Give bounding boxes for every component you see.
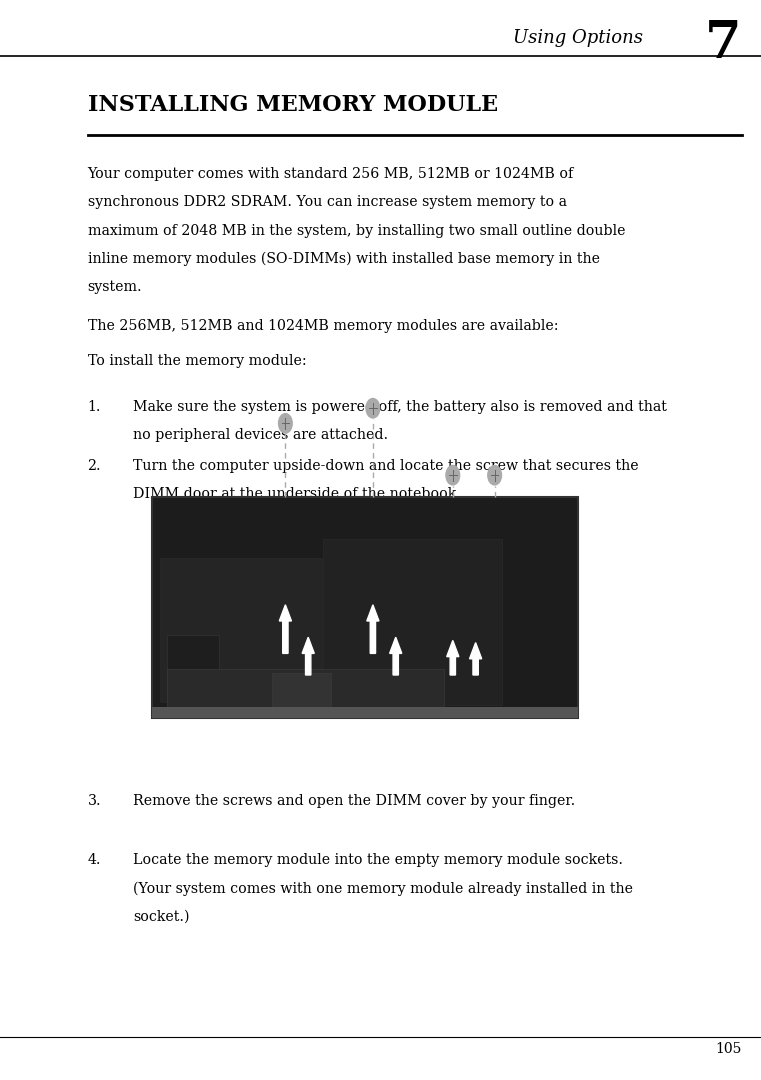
Text: Using Options: Using Options xyxy=(513,29,643,46)
Text: system.: system. xyxy=(88,280,142,294)
FancyArrow shape xyxy=(390,637,402,675)
Text: 7: 7 xyxy=(705,17,742,69)
Text: Turn the computer upside-down and locate the screw that secures the: Turn the computer upside-down and locate… xyxy=(133,459,638,473)
Bar xyxy=(272,673,331,713)
Text: maximum of 2048 MB in the system, by installing two small outline double: maximum of 2048 MB in the system, by ins… xyxy=(88,224,625,238)
Text: Your computer comes with standard 256 MB, 512MB or 1024MB of: Your computer comes with standard 256 MB… xyxy=(88,167,574,181)
Bar xyxy=(152,707,578,718)
Text: Make sure the system is powered off, the battery also is removed and that: Make sure the system is powered off, the… xyxy=(133,400,667,414)
Bar xyxy=(160,558,322,702)
Bar xyxy=(167,635,218,697)
FancyArrow shape xyxy=(470,643,482,675)
Text: 4.: 4. xyxy=(88,853,101,867)
Bar xyxy=(167,669,444,713)
Text: (Your system comes with one memory module already installed in the: (Your system comes with one memory modul… xyxy=(133,881,633,895)
Text: inline memory modules (SO-DIMMs) with installed base memory in the: inline memory modules (SO-DIMMs) with in… xyxy=(88,252,600,266)
FancyArrow shape xyxy=(447,640,459,675)
Text: INSTALLING MEMORY MODULE: INSTALLING MEMORY MODULE xyxy=(88,94,498,116)
Text: 105: 105 xyxy=(715,1042,742,1056)
Text: Locate the memory module into the empty memory module sockets.: Locate the memory module into the empty … xyxy=(133,853,623,867)
Circle shape xyxy=(446,465,460,485)
Text: 3.: 3. xyxy=(88,794,101,808)
Text: Remove the screws and open the DIMM cover by your finger.: Remove the screws and open the DIMM cove… xyxy=(133,794,575,808)
Circle shape xyxy=(279,414,292,433)
FancyArrow shape xyxy=(367,605,379,653)
Bar xyxy=(152,497,578,718)
Text: socket.): socket.) xyxy=(133,909,189,923)
Text: 1.: 1. xyxy=(88,400,101,414)
FancyArrow shape xyxy=(302,637,314,675)
Circle shape xyxy=(366,399,380,418)
Text: 2.: 2. xyxy=(88,459,101,473)
Text: synchronous DDR2 SDRAM. You can increase system memory to a: synchronous DDR2 SDRAM. You can increase… xyxy=(88,195,566,210)
Text: DIMM door at the underside of the notebook.: DIMM door at the underside of the notebo… xyxy=(133,487,461,501)
Circle shape xyxy=(488,465,501,485)
Text: The 256MB, 512MB and 1024MB memory modules are available:: The 256MB, 512MB and 1024MB memory modul… xyxy=(88,319,558,333)
Bar xyxy=(323,539,501,705)
Text: To install the memory module:: To install the memory module: xyxy=(88,354,306,368)
FancyArrow shape xyxy=(279,605,291,653)
Text: no peripheral devices are attached.: no peripheral devices are attached. xyxy=(133,428,388,442)
